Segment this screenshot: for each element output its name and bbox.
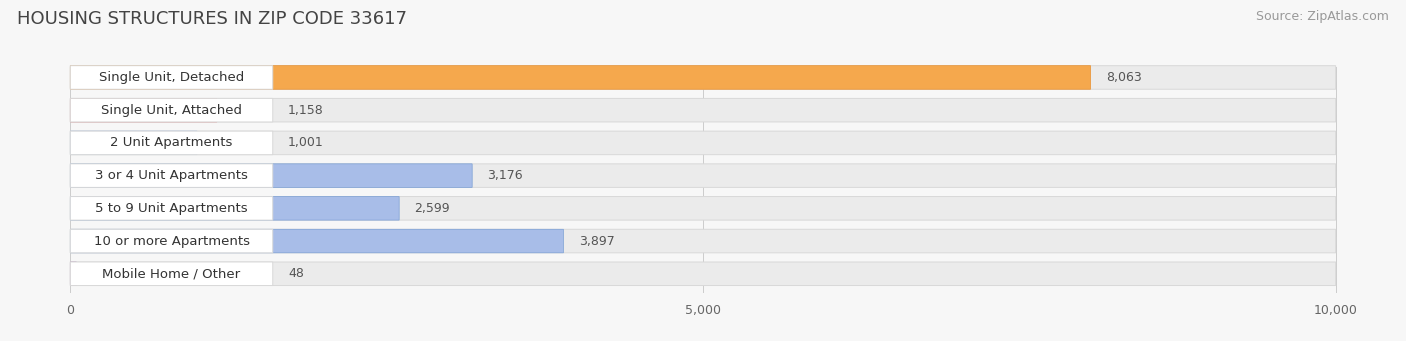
FancyBboxPatch shape (70, 164, 273, 188)
Text: 2 Unit Apartments: 2 Unit Apartments (110, 136, 233, 149)
FancyBboxPatch shape (70, 131, 1336, 155)
Text: 8,063: 8,063 (1105, 71, 1142, 84)
FancyBboxPatch shape (70, 66, 273, 89)
Text: 5 to 9 Unit Apartments: 5 to 9 Unit Apartments (96, 202, 247, 215)
Text: 2,599: 2,599 (415, 202, 450, 215)
Text: 3,176: 3,176 (488, 169, 523, 182)
Text: 1,158: 1,158 (288, 104, 323, 117)
Text: HOUSING STRUCTURES IN ZIP CODE 33617: HOUSING STRUCTURES IN ZIP CODE 33617 (17, 10, 406, 28)
FancyBboxPatch shape (70, 196, 399, 220)
Text: Source: ZipAtlas.com: Source: ZipAtlas.com (1256, 10, 1389, 23)
Text: Single Unit, Detached: Single Unit, Detached (98, 71, 245, 84)
FancyBboxPatch shape (70, 164, 472, 188)
FancyBboxPatch shape (70, 262, 273, 285)
FancyBboxPatch shape (70, 196, 273, 220)
FancyBboxPatch shape (70, 262, 76, 285)
FancyBboxPatch shape (70, 196, 1336, 220)
FancyBboxPatch shape (70, 99, 273, 122)
FancyBboxPatch shape (70, 262, 1336, 285)
Text: Single Unit, Attached: Single Unit, Attached (101, 104, 242, 117)
Text: 3 or 4 Unit Apartments: 3 or 4 Unit Apartments (96, 169, 247, 182)
FancyBboxPatch shape (70, 66, 1091, 89)
Text: Mobile Home / Other: Mobile Home / Other (103, 267, 240, 280)
Text: 10 or more Apartments: 10 or more Apartments (94, 235, 249, 248)
FancyBboxPatch shape (70, 229, 273, 253)
Text: 1,001: 1,001 (288, 136, 323, 149)
FancyBboxPatch shape (70, 164, 1336, 188)
Text: 3,897: 3,897 (579, 235, 614, 248)
FancyBboxPatch shape (70, 99, 1336, 122)
FancyBboxPatch shape (70, 131, 197, 155)
FancyBboxPatch shape (70, 131, 273, 155)
Text: 48: 48 (288, 267, 304, 280)
FancyBboxPatch shape (70, 229, 1336, 253)
FancyBboxPatch shape (70, 66, 1336, 89)
FancyBboxPatch shape (70, 99, 217, 122)
FancyBboxPatch shape (70, 229, 564, 253)
